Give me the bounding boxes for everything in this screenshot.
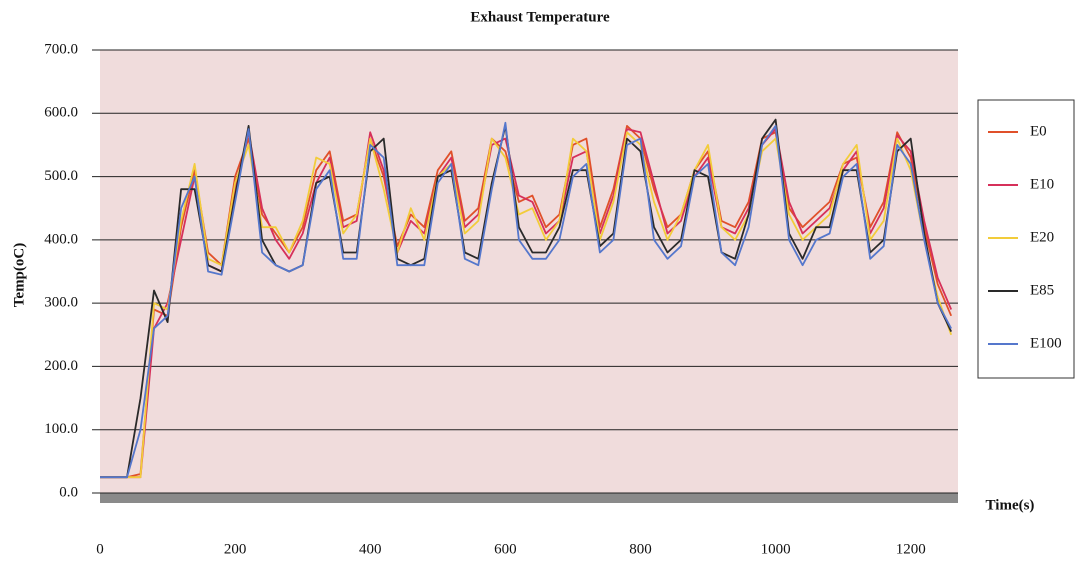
x-tick-label: 600 <box>494 541 517 557</box>
y-tick-label: 100.0 <box>44 421 78 437</box>
y-axis-label: Temp(oC) <box>11 243 27 307</box>
y-tick-label: 700.0 <box>44 41 78 57</box>
legend-label: E85 <box>1030 282 1054 298</box>
series-line <box>100 121 952 479</box>
legend-label: E100 <box>1030 335 1062 351</box>
plot-area <box>100 50 958 493</box>
x-tick-label: 1200 <box>896 541 926 557</box>
x-tick-label: 200 <box>224 541 247 557</box>
x-axis-floor <box>100 493 958 503</box>
legend-label: E10 <box>1030 176 1054 192</box>
x-tick-label: 800 <box>629 541 652 557</box>
x-axis-label: Time(s) <box>986 497 1035 513</box>
y-tick-label: 500.0 <box>44 168 78 184</box>
y-tick-label: 400.0 <box>44 231 78 247</box>
legend-label: E20 <box>1030 229 1054 245</box>
x-tick-label: 400 <box>359 541 382 557</box>
chart-title: Exhaust Temperature <box>470 9 610 25</box>
y-tick-label: 0.0 <box>59 484 78 500</box>
y-tick-label: 200.0 <box>44 358 78 374</box>
y-tick-label: 600.0 <box>44 105 78 121</box>
x-tick-label: 1000 <box>761 541 791 557</box>
y-tick-label: 300.0 <box>44 295 78 311</box>
x-tick-label: 0 <box>96 541 104 557</box>
legend-label: E0 <box>1030 123 1047 139</box>
